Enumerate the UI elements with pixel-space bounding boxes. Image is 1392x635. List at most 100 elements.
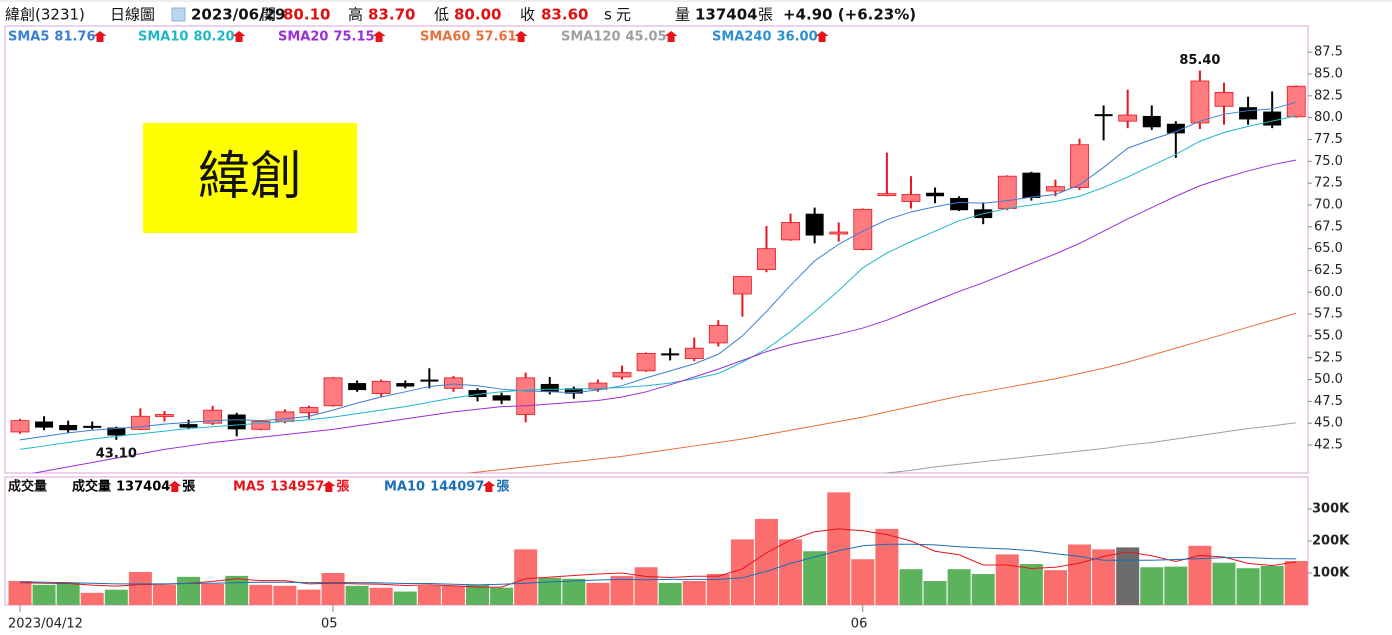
ma-line: [19, 115, 1297, 450]
volume-bar: [610, 575, 634, 605]
volume-label: 量: [675, 6, 690, 24]
candle-body: [1263, 111, 1282, 126]
high-value: 83.70: [368, 6, 415, 24]
volume-bar: [32, 584, 56, 605]
legend-value: 45.05: [626, 30, 667, 45]
volume-bar: [682, 581, 706, 605]
legend-name: SMA120: [561, 30, 621, 45]
volume-bar: [177, 576, 201, 605]
volume-bar: [803, 551, 827, 605]
legend-value: 36.00: [777, 30, 818, 45]
volume-bar: [923, 581, 947, 605]
watermark: 緯創: [198, 147, 302, 207]
legend-unit: 張: [182, 480, 196, 495]
volume-bar: [56, 582, 80, 605]
volume-bar: [730, 539, 754, 605]
candle-body: [997, 175, 1017, 209]
price-plot: [10, 70, 1306, 473]
volume-bar: [417, 585, 441, 605]
volume-bar: [538, 577, 562, 605]
volume-bar: [104, 589, 128, 605]
volume-bar: [80, 592, 104, 605]
candle-body: [371, 380, 391, 394]
candle-body: [83, 425, 102, 428]
x-tick-label: 06: [851, 617, 868, 632]
y-tick-label: 70.0: [1314, 197, 1343, 212]
y-tick-label: 100K: [1312, 566, 1350, 581]
legend-name: SMA60: [420, 30, 470, 45]
volume-bar: [827, 492, 851, 605]
up-arrow: [514, 31, 528, 42]
y-tick-label: 75.0: [1314, 154, 1343, 169]
volume-bar: [466, 584, 490, 605]
candle-body: [444, 377, 463, 389]
legend-name: MA5: [233, 480, 265, 495]
candle-body: [684, 347, 704, 360]
candle-body: [1022, 172, 1041, 198]
candle-body: [901, 194, 921, 202]
volume-bar: [393, 591, 417, 605]
y-tick-label: 300K: [1312, 502, 1350, 517]
price-panel: [4, 25, 1309, 474]
volume-bar: [995, 554, 1019, 605]
volume-bar: [514, 549, 538, 605]
volume-bar: [562, 578, 586, 605]
volume-bar: [152, 584, 176, 605]
candle-body: [179, 424, 198, 428]
close-value: 83.60: [541, 6, 588, 24]
up-arrow: [815, 31, 829, 42]
legend-name: 成交量: [72, 479, 111, 495]
open-value: 80.10: [283, 6, 330, 24]
volume-bar: [634, 567, 658, 605]
candle-body: [540, 383, 559, 392]
legend-value: 137404: [116, 480, 170, 495]
ma-line: [883, 422, 1297, 473]
volume-bar: [321, 573, 345, 605]
candle-body: [1166, 123, 1185, 134]
candle-body: [107, 427, 126, 436]
legend-name: MA10: [384, 480, 425, 495]
candle-body: [10, 420, 30, 433]
volume-bar: [8, 581, 32, 605]
change: +4.90 (+6.23%): [783, 6, 916, 24]
candle-body: [926, 192, 945, 197]
volume-bar: [128, 572, 152, 605]
low-value: 80.00: [454, 6, 501, 24]
volume-bar: [1043, 570, 1067, 605]
checkbox[interactable]: [171, 7, 186, 22]
low-label: 低: [434, 6, 449, 24]
candle-body: [227, 414, 246, 430]
candle-body: [275, 411, 295, 422]
ma-line: [464, 312, 1297, 473]
legend-name: SMA5: [8, 30, 49, 45]
volume-bar: [249, 584, 273, 605]
candle-body: [1190, 80, 1210, 124]
volume-bar: [1284, 561, 1308, 605]
y-tick-label: 60.0: [1314, 285, 1343, 300]
candle-body: [636, 352, 656, 372]
volume-bar: [297, 589, 321, 605]
up-arrow: [372, 31, 386, 42]
y-tick-label: 87.5: [1314, 45, 1343, 60]
candle-body: [1046, 186, 1065, 192]
open-label: 開: [261, 6, 276, 24]
y-tick-label: 55.0: [1314, 328, 1343, 343]
volume-bar: [1236, 568, 1260, 605]
y-tick-label: 62.5: [1314, 263, 1343, 278]
legend-unit: 張: [336, 480, 350, 495]
x-tick-label: 05: [321, 617, 338, 632]
high-label: 高: [348, 6, 363, 24]
volume-bar: [1019, 564, 1043, 605]
legend-unit: 張: [496, 480, 510, 495]
candle-body: [1070, 144, 1089, 188]
legend-value: 81.76: [54, 30, 95, 45]
x-tick-label: 2023/04/12: [8, 617, 83, 632]
candle-body: [396, 383, 415, 387]
legend-name: SMA10: [138, 30, 188, 45]
y-tick-label: 85.0: [1314, 67, 1343, 82]
candle-body: [1142, 115, 1161, 128]
y-tick-label: 45.0: [1314, 416, 1343, 431]
volume-value: 137404: [695, 6, 758, 24]
volume-bar: [851, 559, 875, 605]
